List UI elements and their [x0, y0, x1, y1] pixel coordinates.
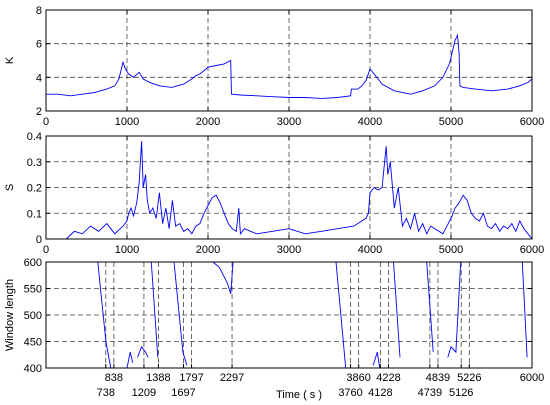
- event-label-upper: 5226: [457, 372, 481, 384]
- x-tick-label: 4000: [358, 244, 382, 256]
- window-segment-line: [372, 351, 381, 369]
- y-tick-label: 550: [24, 284, 42, 296]
- window-segment-line: [447, 261, 462, 358]
- y-tick-label: 400: [24, 363, 42, 375]
- y-tick-label: 8: [36, 5, 42, 17]
- event-label-upper: 1797: [179, 372, 203, 384]
- event-label-lower: 4739: [418, 387, 442, 399]
- window-segment-line: [393, 261, 401, 358]
- event-label-lower: 4128: [368, 387, 392, 399]
- x-tick-label: 6000: [520, 116, 544, 128]
- x-tick-label: 6000: [520, 244, 544, 256]
- y-tick-label: 6: [36, 39, 42, 51]
- event-label-lower: 1209: [132, 387, 156, 399]
- event-label-upper: 3860: [346, 372, 370, 384]
- event-label-upper: 6000: [520, 372, 544, 384]
- event-label-lower: 738: [97, 387, 115, 399]
- y-tick-label: 0.3: [27, 157, 42, 169]
- event-label-lower: 1697: [171, 387, 195, 399]
- x-tick-label: 3000: [277, 244, 301, 256]
- y-tick-label: 0.1: [27, 208, 42, 220]
- x-tick-label: 0: [43, 116, 49, 128]
- y-tick-label: 0: [36, 234, 42, 246]
- x-axis-label: Time ( s ): [276, 389, 322, 401]
- event-label-upper: 4228: [376, 372, 400, 384]
- window-segment-line: [335, 261, 347, 369]
- series-line: [65, 141, 533, 240]
- window-length-panel: 400 450 500 550 600 838 1388 1797 2297 3860 4228 48…: [4, 257, 544, 399]
- event-label-lower: 5126: [449, 387, 473, 399]
- x-tick-label: 0: [43, 244, 49, 256]
- event-label-upper: 2297: [220, 372, 244, 384]
- x-tick-label: 5000: [439, 244, 463, 256]
- y-tick-label: 0.4: [27, 131, 42, 143]
- y-tick-label: 600: [24, 257, 42, 269]
- x-tick-label: 2000: [196, 244, 220, 256]
- event-label-upper: 838: [105, 372, 123, 384]
- window-segment-line: [212, 261, 234, 294]
- window-segment-line: [97, 261, 112, 369]
- window-segment-line: [137, 345, 149, 358]
- x-tick-label: 5000: [439, 116, 463, 128]
- window-segment-line: [173, 261, 188, 366]
- event-label-lower: 3760: [338, 387, 362, 399]
- y-tick-label: 0.2: [27, 183, 42, 195]
- x-tick-label: 1000: [115, 244, 139, 256]
- s-panel: 0 0.1 0.2 0.3 0.4 0 1000 2000 3000 4000 5000 6000 S: [4, 131, 544, 256]
- x-tick-label: 3000: [277, 116, 301, 128]
- window-segment-line: [426, 261, 434, 353]
- y-tick-label: 450: [24, 337, 42, 349]
- event-label-upper: 1388: [146, 372, 170, 384]
- window-segment-line: [521, 261, 528, 358]
- x-tick-label: 4000: [358, 116, 382, 128]
- k-panel: 2 4 6 8 0 1000 2000 3000 4000 5000 6000 K: [4, 5, 544, 128]
- x-tick-label: 2000: [196, 116, 220, 128]
- window-segment-line: [150, 261, 159, 358]
- y-axis-label: K: [4, 56, 16, 64]
- y-axis-label: Window length: [4, 279, 16, 351]
- y-tick-label: 2: [36, 106, 42, 118]
- series-line: [46, 33, 533, 99]
- y-tick-label: 500: [24, 310, 42, 322]
- event-label-upper: 4839: [426, 372, 450, 384]
- x-tick-label: 1000: [115, 116, 139, 128]
- window-segment-line: [126, 351, 134, 369]
- y-axis-label: S: [4, 184, 16, 191]
- y-tick-label: 4: [36, 72, 42, 84]
